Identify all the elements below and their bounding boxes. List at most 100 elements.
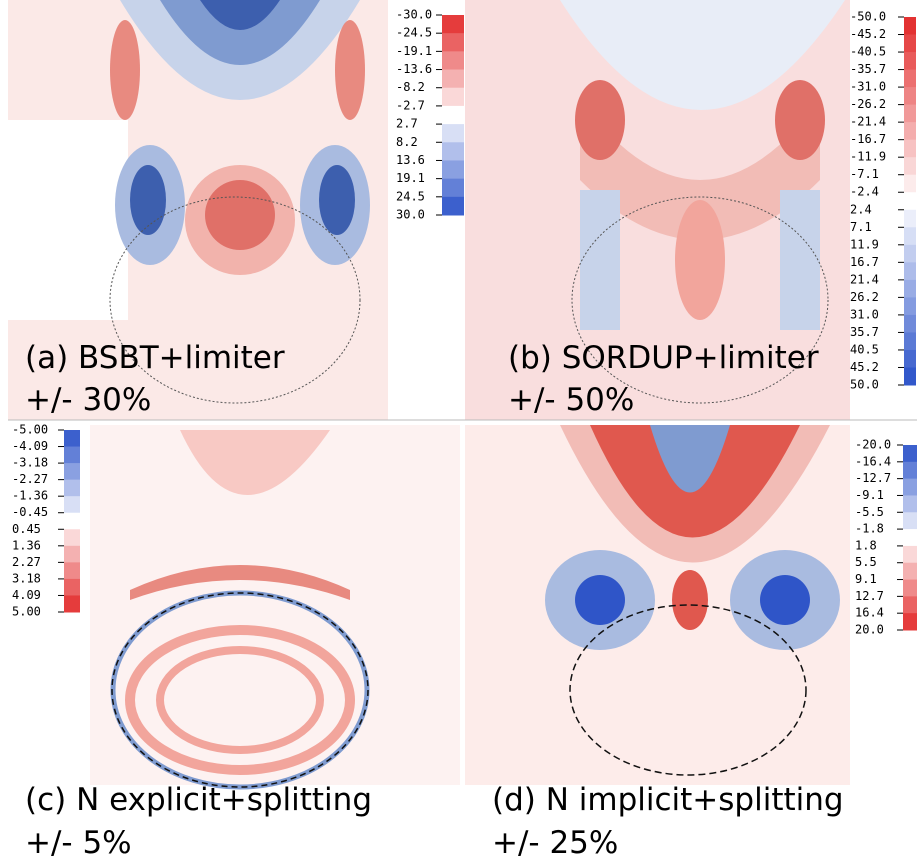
colorbar-label: 45.2 [850, 360, 879, 374]
colorbar-segment [442, 160, 464, 180]
colorbar-segment [904, 174, 916, 193]
caption: (a) BSBT+limiter [25, 340, 285, 376]
colorbar-segment [904, 192, 916, 211]
colorbar-label: 13.6 [396, 153, 425, 167]
colorbar-label: 7.1 [850, 220, 872, 234]
colorbar-segment [442, 15, 464, 34]
colorbar-segment [904, 262, 916, 281]
colorbar-label: -16.7 [850, 132, 886, 146]
colorbar-segment [442, 196, 464, 216]
colorbar-label: -4.09 [12, 439, 48, 453]
colorbar-segment [903, 596, 917, 614]
colorbar-segment [904, 139, 916, 158]
colorbar-label: -8.2 [396, 80, 425, 94]
range: +/- 25% [492, 825, 618, 861]
colorbar-label: 11.9 [850, 237, 879, 251]
colorbar-label: 2.4 [850, 202, 872, 216]
colorbar-label: -21.4 [850, 115, 886, 129]
colorbar-label: -12.7 [855, 471, 891, 485]
colorbar-segment [442, 69, 464, 89]
colorbar-label: 4.09 [12, 588, 41, 602]
colorbar-label: 12.7 [855, 589, 884, 603]
colorbar-segment [904, 332, 916, 351]
colorbar-segment [442, 178, 464, 198]
contour-c [90, 425, 460, 790]
colorbar-label: 31.0 [850, 307, 879, 321]
contour-b [465, 0, 850, 420]
colorbar-label: 21.4 [850, 272, 879, 286]
colorbar-segment [442, 87, 464, 107]
colorbar-segment [903, 478, 917, 496]
colorbar-segment [904, 122, 916, 141]
colorbar-label: -2.7 [396, 98, 425, 112]
colorbar-label: -30.0 [396, 8, 432, 22]
range: +/- 50% [508, 382, 634, 418]
colorbar-segment [903, 445, 917, 463]
colorbar-segment [904, 157, 916, 176]
colorbar-label: -50.0 [850, 10, 886, 24]
colorbar-label: -45.2 [850, 27, 886, 41]
colorbar-label: 3.18 [12, 571, 41, 585]
colorbar-segment [903, 562, 917, 581]
colorbar-segment [903, 579, 917, 597]
colorbar-label: 24.5 [396, 189, 425, 203]
colorbar-segment [904, 69, 916, 88]
colorbar-label: 50.0 [850, 378, 879, 392]
colorbar-segment [904, 367, 916, 386]
colorbar-label: -40.5 [850, 45, 886, 59]
colorbar-label: -16.4 [855, 454, 891, 468]
colorbar-segment [904, 52, 916, 71]
colorbar-label: -26.2 [850, 97, 886, 111]
colorbar-label: -9.1 [855, 488, 884, 502]
colorbar-segment [903, 512, 917, 530]
colorbar-label: -1.8 [855, 522, 884, 536]
colorbar-segment [904, 17, 916, 36]
colorbar-label: -1.36 [12, 489, 48, 503]
colorbar-segment [64, 595, 80, 613]
colorbar-label: -2.4 [850, 185, 879, 199]
range: +/- 5% [25, 825, 132, 861]
contour-a [8, 0, 388, 420]
colorbar-segment [442, 105, 464, 125]
colorbar-label: -0.45 [12, 505, 48, 519]
caption: (d) N implicit+splitting [492, 782, 844, 818]
colorbar-label: -31.0 [850, 80, 886, 94]
colorbar-segment [64, 479, 80, 497]
colorbar-label: 16.4 [855, 606, 884, 620]
colorbar-label: 26.2 [850, 290, 879, 304]
colorbar-label: -24.5 [396, 26, 432, 40]
colorbar-label: 0.45 [12, 522, 41, 536]
colorbar-label: -13.6 [396, 62, 432, 76]
range: +/- 30% [25, 382, 151, 418]
colorbar-segment [64, 562, 80, 580]
colorbar-segment [904, 104, 916, 123]
colorbar-segment [442, 124, 464, 143]
colorbar-segment [904, 87, 916, 106]
colorbar-label: 8.2 [396, 135, 418, 149]
colorbar-segment [904, 349, 916, 368]
colorbar-segment [903, 529, 917, 547]
contour-d [465, 425, 850, 785]
colorbar-segment [904, 297, 916, 316]
colorbar-segment [904, 314, 916, 333]
colorbar-segment [64, 463, 80, 481]
colorbar-segment [903, 495, 917, 513]
colorbar-label: 5.00 [12, 605, 41, 619]
colorbar-segment [64, 512, 80, 530]
colorbar-label: 30.0 [396, 208, 425, 222]
colorbar-label: -7.1 [850, 167, 879, 181]
colorbar-label: 2.27 [12, 555, 41, 569]
colorbar-label: 40.5 [850, 342, 879, 356]
caption: (b) SORDUP+limiter [508, 340, 819, 376]
colorbar-label: 1.36 [12, 538, 41, 552]
colorbar-segment [904, 209, 916, 228]
colorbar-segment [904, 279, 916, 298]
colorbar-label: -5.00 [12, 423, 48, 437]
colorbar-segment [904, 34, 916, 53]
colorbar-segment [442, 51, 464, 71]
colorbar-segment [64, 446, 80, 464]
colorbar-label: -20.0 [855, 438, 891, 452]
colorbar-segment [64, 578, 80, 596]
